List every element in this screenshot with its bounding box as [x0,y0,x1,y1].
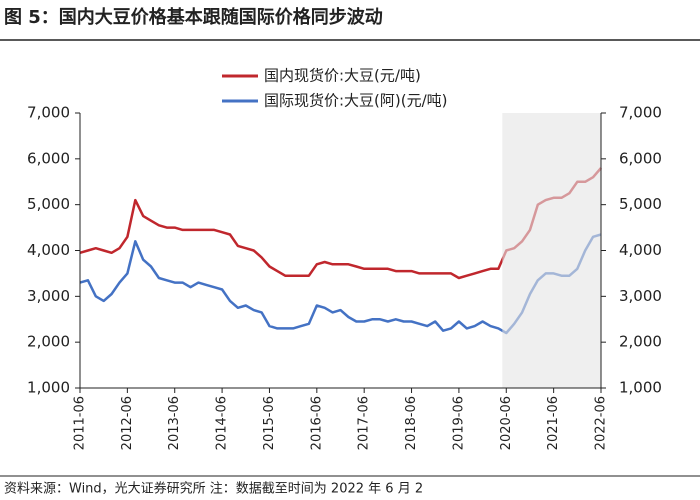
x-tick-label: 2012-06 [120,396,135,450]
y-tick-label: 1,000 [27,379,70,397]
x-tick-label: 2018-06 [404,396,419,450]
chart-title: 图 5：国内大豆价格基本跟随国际价格同步波动 [4,6,383,28]
x-tick-label: 2020-06 [499,396,514,450]
legend-label: 国际现货价:大豆(阿)(元/吨) [264,92,448,110]
x-tick-label: 2016-06 [309,396,324,450]
y2-tick-label: 1,000 [619,379,662,397]
y-tick-label: 6,000 [27,149,70,167]
legend-label: 国内现货价:大豆(元/吨) [264,67,421,85]
x-tick-label: 2021-06 [546,396,561,450]
x-tick-label: 2013-06 [167,396,182,450]
y2-tick-label: 6,000 [619,149,662,167]
x-tick-label: 2022-06 [594,396,609,450]
source-note: 资料来源：Wind，光大证券研究所 注：数据截至时间为 2022 年 6 月 2 [4,481,423,497]
y-tick-label: 4,000 [27,241,70,259]
x-tick-label: 2011-06 [73,396,88,450]
x-tick-label: 2014-06 [215,396,230,450]
y-tick-label: 7,000 [27,104,70,122]
y-tick-label: 3,000 [27,287,70,305]
y2-tick-label: 2,000 [619,333,662,351]
y2-tick-label: 5,000 [619,195,662,213]
y-tick-label: 2,000 [27,333,70,351]
y2-tick-label: 3,000 [619,287,662,305]
x-tick-label: 2015-06 [262,396,277,450]
y2-tick-label: 4,000 [619,241,662,259]
shaded-period [502,113,601,388]
x-tick-label: 2017-06 [357,396,372,450]
y-tick-label: 5,000 [27,195,70,213]
x-tick-label: 2019-06 [451,396,466,450]
y2-tick-label: 7,000 [619,104,662,122]
